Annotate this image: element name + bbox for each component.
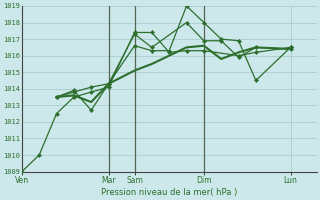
X-axis label: Pression niveau de la mer( hPa ): Pression niveau de la mer( hPa ): [101, 188, 237, 197]
